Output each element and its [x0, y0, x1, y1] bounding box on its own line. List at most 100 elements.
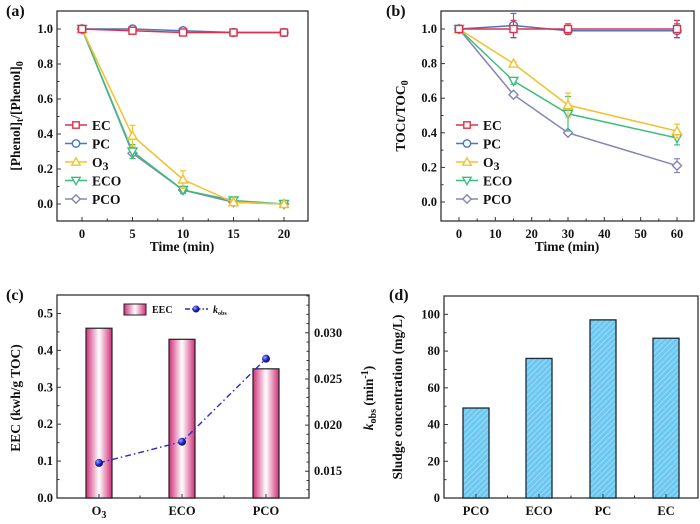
panel-a-series: [76, 23, 290, 210]
y-tick-label: 0.0: [37, 197, 53, 211]
right-y-tick-label: 0.015: [314, 464, 342, 478]
y-tick-label: 20: [428, 454, 441, 468]
data-point-ec: [178, 28, 188, 37]
data-point-ec: [128, 26, 137, 35]
x-tick-label: O3: [92, 504, 107, 521]
x-tick-label: 15: [227, 227, 240, 241]
bar-eec-eco: [168, 338, 196, 499]
y-tick-label: 0.5: [37, 306, 53, 320]
legend-item-o3: O3: [65, 155, 109, 173]
data-point-ec: [279, 28, 289, 37]
data-point-ec: [563, 24, 573, 34]
y-tick-label: 0.6: [37, 92, 53, 106]
x-tick-label: 50: [634, 227, 647, 241]
data-point-ec: [77, 24, 87, 34]
legend-item-kobs: kobs: [185, 305, 227, 317]
y-tick-label: 0.2: [37, 417, 53, 431]
legend-marker: [461, 193, 473, 205]
panel-c-label: (c): [6, 287, 24, 304]
legend-item-eco: ECO: [456, 174, 512, 189]
y-tick-label: 0.3: [37, 380, 53, 394]
y-tick-label: 0.0: [37, 491, 53, 505]
legend-item-ec: EC: [65, 118, 111, 133]
legend-marker: [462, 139, 472, 148]
x-tick-label: 5: [129, 227, 135, 241]
legend-swatch-eec: [123, 303, 147, 316]
panel-c-bar-line-chart: (c) 0.00.10.20.30.40.50.0150.0200.0250.0…: [6, 287, 379, 521]
legend-item-pc: PC: [65, 137, 110, 152]
legend-label: ECO: [483, 174, 512, 189]
legend-marker: [463, 121, 471, 129]
legend-label: PC: [483, 137, 501, 152]
panel-c-legend: EEC kobs: [123, 303, 227, 317]
panel-a-line-chart: (a) 0.0 0.2 0.4 0.6 0.8 1.0 0 5 10 15 20 EC PC O3ECO…: [6, 3, 309, 254]
panel-c-kobs-line: [95, 354, 270, 467]
x-tick-label: PC: [595, 504, 612, 518]
y-tick-label: 100: [421, 307, 440, 321]
legend-item-pc: PC: [456, 137, 501, 152]
bar-eco: [525, 357, 553, 499]
data-point-eco: [126, 147, 139, 158]
right-y-tick-label: 0.025: [314, 372, 342, 386]
y-tick-label: 80: [428, 344, 441, 358]
panel-a-label: (a): [6, 3, 25, 20]
y-tick-label: 0.2: [421, 160, 437, 174]
panel-a-x-axis-label: Time (min): [150, 239, 215, 254]
legend-label: EC: [483, 118, 502, 133]
data-point-o3: [227, 196, 240, 207]
x-tick-label: 0: [79, 227, 85, 241]
data-point-ec: [509, 24, 518, 34]
data-point-pco: [671, 160, 683, 172]
kobs-point-eco: [178, 437, 186, 446]
data-point-eco: [507, 76, 520, 87]
x-tick-label: 0: [456, 227, 462, 241]
legend-marker: [461, 156, 473, 166]
panel-a-ticks: 0.0 0.2 0.4 0.6 0.8 1.0 0 5 10 15 20: [37, 22, 290, 241]
legend-marker: [461, 176, 473, 187]
legend-label: PCO: [92, 192, 121, 207]
series-line-o3: [458, 28, 678, 132]
legend-label: PC: [92, 137, 110, 152]
data-point-o3: [278, 198, 290, 209]
x-tick-label: ECO: [525, 504, 552, 518]
panel-d-bars: [462, 319, 680, 499]
data-point-o3: [177, 173, 189, 184]
y-tick-label: 0.4: [421, 126, 437, 140]
legend-marker: [70, 156, 82, 166]
bar-pc: [589, 319, 617, 499]
panel-c-right-y-axis-label: kobs (min-1): [360, 366, 379, 430]
y-tick-label: 60: [428, 381, 441, 395]
y-tick-label: 40: [428, 418, 441, 432]
panel-b-ticks: 0.0 0.2 0.4 0.6 0.8 1.0 0 10 20 30 40 50 60: [421, 22, 683, 241]
panel-c-y-axis-label: EEC (kwh/g TOC): [8, 344, 23, 452]
y-tick-label: 0.4: [37, 343, 53, 357]
series-line-eco: [458, 28, 678, 139]
data-point-ec: [454, 24, 464, 34]
x-tick-label: PCO: [463, 504, 490, 518]
panel-c-ticks: 0.0 0.1 0.2 0.3 0.4 0.5 0.015 0.020 0.025 0.030 O3…: [37, 295, 342, 521]
panel-d-bar-chart: (d) 0 20 40 60 80 100 PCO ECO PC EC Sludge concen…: [389, 287, 699, 518]
legend-item-eec: EEC: [123, 303, 173, 316]
x-tick-label: PCO: [253, 504, 280, 518]
kobs-point-pco: [262, 354, 270, 363]
y-tick-label: 0.4: [37, 127, 53, 141]
series-ec: [454, 19, 682, 39]
y-tick-label: 0.1: [37, 454, 53, 468]
y-tick-label: 0: [434, 491, 440, 505]
x-tick-label: 10: [489, 227, 502, 241]
y-tick-label: 0.6: [421, 91, 437, 105]
bar-eec-o3: [85, 327, 113, 499]
y-tick-label: 0.0: [421, 195, 437, 209]
panel-b-line-chart: (b) 0.0 0.2 0.4 0.6 0.8 1.0 0 10 20 30 40 50 60 EC PC…: [386, 3, 695, 254]
y-tick-label: 0.2: [37, 162, 53, 176]
legend-item-pco: PCO: [456, 192, 512, 207]
data-point-o3: [671, 125, 683, 136]
bar-eec-pco: [252, 368, 280, 499]
panel-a-y-axis-label: [Phenol]t/[Phenol]0: [8, 61, 26, 171]
legend-marker-kobs: [192, 305, 200, 313]
x-tick-label: 30: [562, 227, 575, 241]
panel-b-series: [453, 12, 683, 174]
